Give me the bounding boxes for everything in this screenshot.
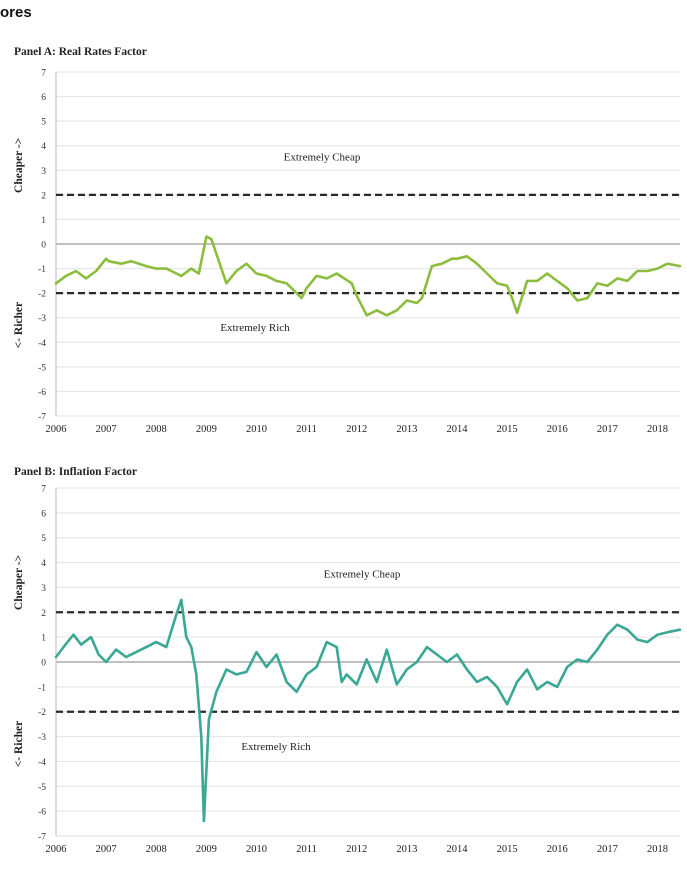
panel-a-y-tick-label: 4 xyxy=(41,142,46,152)
panel-b-annotation-rich: Extremely Rich xyxy=(241,741,311,753)
panel-b-x-tick-label: 2016 xyxy=(547,844,568,855)
panel-a-ylabel-cheaper: Cheaper -> xyxy=(13,138,25,193)
panel-a-y-tick-label: 5 xyxy=(41,118,46,128)
panel-a-y-tick-label: -5 xyxy=(38,363,46,373)
panel-a-y-tick-label: 1 xyxy=(41,216,46,226)
panel-a-x-tick-label: 2006 xyxy=(46,424,67,435)
panel-b-y-tick-label: 7 xyxy=(41,485,46,495)
panel-b-y-tick-label: -2 xyxy=(38,708,46,718)
panel-a-y-tick-label: -6 xyxy=(38,388,46,398)
panel-b-x-tick-label: 2010 xyxy=(246,844,267,855)
panel-b-y-tick-label: 4 xyxy=(41,559,46,569)
panel-a-y-tick-label: 0 xyxy=(41,241,46,251)
panel-b-x-tick-label: 2009 xyxy=(196,844,217,855)
panel-b-x-tick-label: 2015 xyxy=(497,844,518,855)
panel-a-x-tick-label: 2008 xyxy=(146,424,167,435)
panel-a-y-tick-label: 3 xyxy=(41,167,46,177)
panel-a-y-tick-label: 6 xyxy=(41,93,46,103)
panel-a-y-tick-label: -1 xyxy=(38,265,46,275)
panel-a-x-tick-label: 2009 xyxy=(196,424,217,435)
panel-a-x-tick-label: 2007 xyxy=(96,424,117,435)
panel-b: Panel B: Inflation Factor 7 6 5 4 3 2 1 0 -1 -2 -3… xyxy=(0,464,687,876)
panel-b-y-tick-label: 0 xyxy=(41,659,46,669)
panel-b-x-tick-label: 2017 xyxy=(597,844,618,855)
panel-b-y-tick-label: -7 xyxy=(38,833,46,843)
panel-a-x-tick-label: 2014 xyxy=(446,424,468,435)
panel-b-y-tick-label: -6 xyxy=(38,808,46,818)
panel-b-x-tick-label: 2007 xyxy=(96,844,117,855)
panel-a-annotation-rich: Extremely Rich xyxy=(220,322,290,334)
panel-a-title: Panel A: Real Rates Factor xyxy=(14,46,147,58)
panel-b-y-tick-label: 6 xyxy=(41,509,46,519)
panel-a-x-tick-label: 2012 xyxy=(346,424,367,435)
panel-b-x-tick-label: 2006 xyxy=(46,844,67,855)
panel-b-series-line xyxy=(54,598,682,823)
panel-a-y-tick-label: -7 xyxy=(38,413,46,423)
panel-b-title: Panel B: Inflation Factor xyxy=(14,466,137,478)
panel-a-x-tick-label: 2017 xyxy=(597,424,618,435)
panel-a-ylabel-richer: <- Richer xyxy=(13,302,25,348)
panel-b-x-tick-label: 2008 xyxy=(146,844,167,855)
panel-b-x-tick-label: 2012 xyxy=(346,844,367,855)
panel-a-series-line xyxy=(54,235,682,317)
panel-a-chart: 7 6 5 4 3 2 1 0 -1 -2 -3 -4 -5 -6 -7 Extremely Cheap Ext… xyxy=(13,69,682,435)
figure-header-fragment: ores xyxy=(0,4,32,21)
panel-b-x-tick-label: 2014 xyxy=(446,844,468,855)
panel-b-y-tick-label: 2 xyxy=(41,609,46,619)
panel-b-x-tick-label: 2013 xyxy=(396,844,417,855)
panel-b-y-tick-label: 3 xyxy=(41,584,46,594)
panel-a-x-tick-label: 2016 xyxy=(547,424,568,435)
panel-a-y-tick-label: 2 xyxy=(41,191,46,201)
panel-b-x-tick-label: 2011 xyxy=(296,844,317,855)
panel-a-x-tick-label: 2013 xyxy=(396,424,417,435)
panel-a-x-tick-label: 2015 xyxy=(497,424,518,435)
panel-b-y-tick-label: -1 xyxy=(38,683,46,693)
panel-b-ylabel-richer: <- Richer xyxy=(13,721,25,767)
panel-a-y-tick-label: -3 xyxy=(38,314,46,324)
panel-b-ylabel-cheaper: Cheaper -> xyxy=(13,555,25,610)
panel-a-y-tick-label: -2 xyxy=(38,290,46,300)
panel-b-x-tick-label: 2018 xyxy=(647,844,668,855)
panel-b-chart: 7 6 5 4 3 2 1 0 -1 -2 -3 -4 -5 -6 -7 Extremely Cheap Ext… xyxy=(13,485,682,855)
panel-b-y-tick-label: -4 xyxy=(38,758,46,768)
panel-a-x-tick-label: 2010 xyxy=(246,424,267,435)
panel-b-y-tick-label: 5 xyxy=(41,534,46,544)
panel-a-y-tick-label: 7 xyxy=(41,69,46,79)
panel-a-annotation-cheap: Extremely Cheap xyxy=(284,151,361,163)
panel-a-y-tick-label: -4 xyxy=(38,339,46,349)
panel-b-y-tick-label: 1 xyxy=(41,634,46,644)
panel-a-x-tick-label: 2011 xyxy=(296,424,317,435)
panel-b-annotation-cheap: Extremely Cheap xyxy=(324,568,401,580)
panel-b-y-tick-label: -3 xyxy=(38,733,46,743)
panel-a: Panel A: Real Rates Factor 7 6 5 4 3 2 1 0 -1 -2 -… xyxy=(0,44,687,444)
panel-a-x-tick-label: 2018 xyxy=(647,424,668,435)
panel-b-y-tick-label: -5 xyxy=(38,783,46,793)
